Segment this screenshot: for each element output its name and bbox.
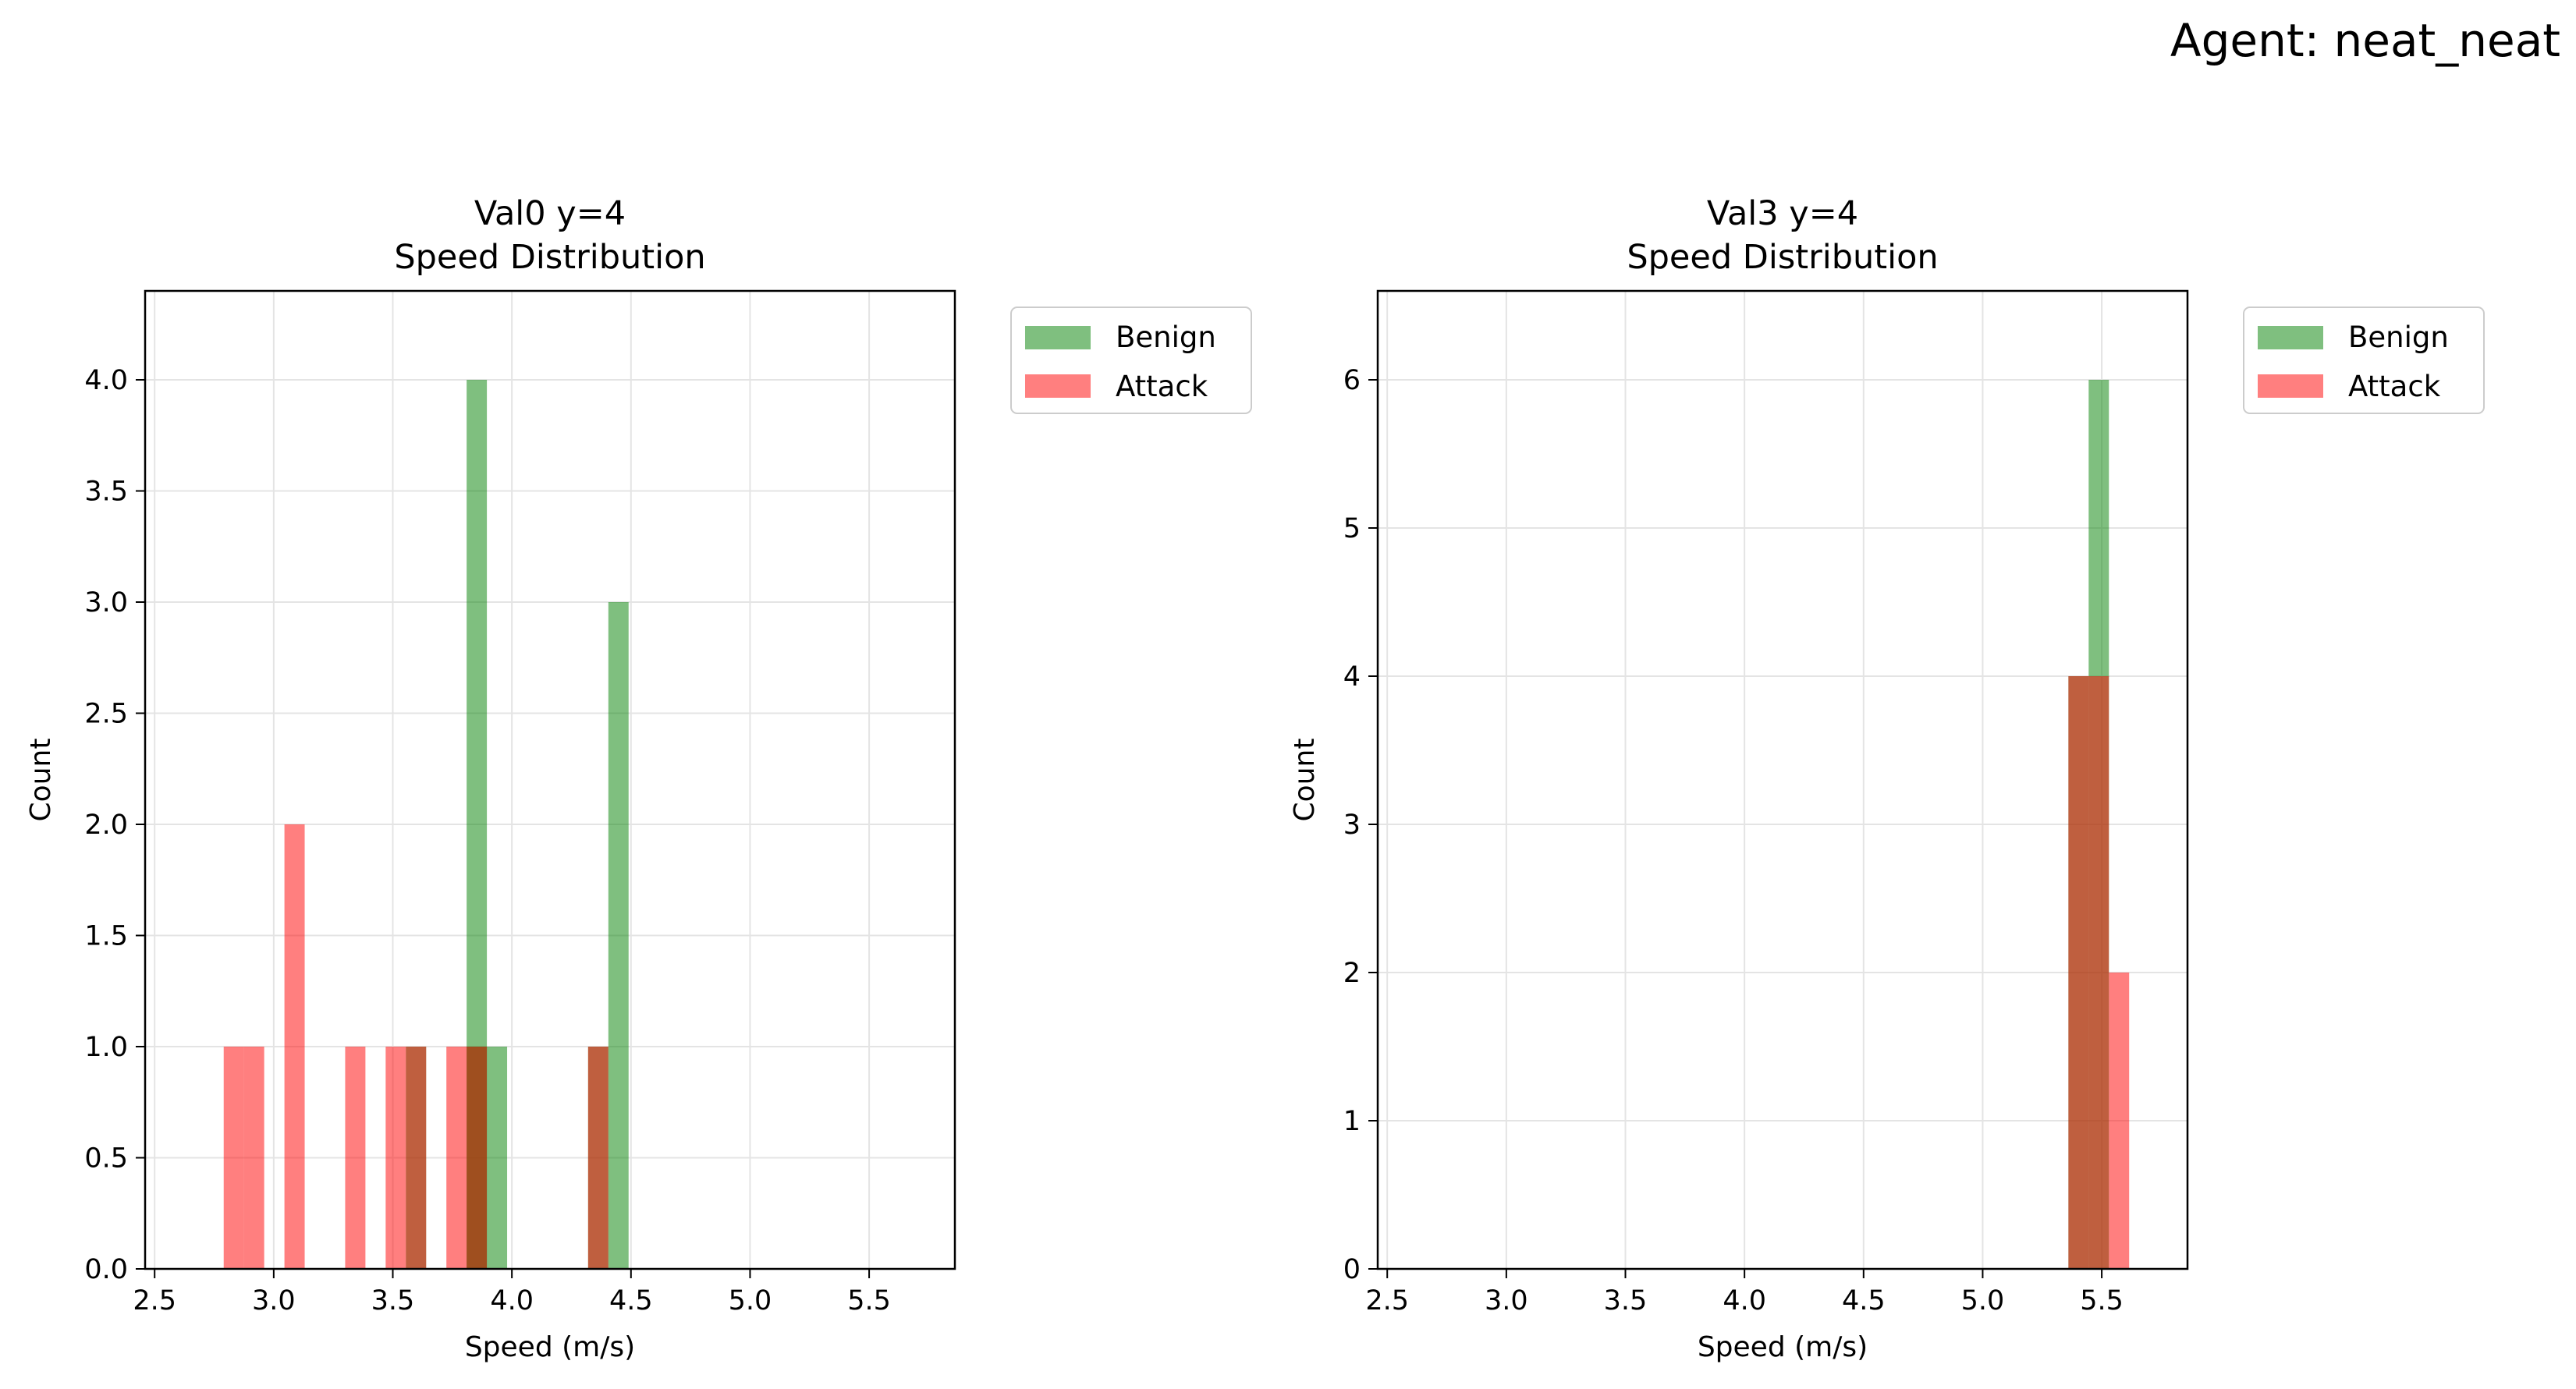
chart-subtitle: Speed Distribution	[394, 238, 705, 277]
bar-attack	[385, 1047, 406, 1269]
chart-title: Val3 y=4	[1707, 194, 1858, 233]
x-tick-label: 4.5	[609, 1285, 653, 1316]
x-tick-label: 4.0	[1723, 1285, 1766, 1316]
y-tick-label: 1	[1343, 1106, 1361, 1137]
x-axis-label: Speed (m/s)	[1698, 1331, 1868, 1363]
x-tick-label: 5.5	[847, 1285, 891, 1316]
bar-attack	[446, 1047, 467, 1269]
x-tick-label: 5.0	[729, 1285, 772, 1316]
y-tick-label: 0	[1343, 1254, 1361, 1285]
bar-attack	[284, 824, 305, 1269]
plot-frame	[1376, 289, 2189, 1270]
y-tick-label: 4	[1343, 661, 1361, 693]
chart-subtitle: Speed Distribution	[1627, 238, 1938, 277]
legend-swatch-benign	[1025, 326, 1091, 349]
y-tick-label: 0.5	[84, 1143, 128, 1175]
y-tick-label: 1.0	[84, 1032, 128, 1063]
legend-label-attack: Attack	[1116, 370, 1208, 403]
y-tick-label: 3.5	[84, 477, 128, 508]
chart-val3: 2.5 3.0 3.5 4.0 4.5 5.0 5.5 0 1 2 3 4 5 6 Speed (m/s) C…	[1289, 194, 2485, 1363]
bar-attack	[345, 1047, 366, 1269]
y-tick-label: 0.0	[84, 1254, 128, 1285]
figure-title: Agent: neat_neat	[2170, 14, 2560, 67]
bar-attack	[2088, 676, 2109, 1269]
chart-title: Val0 y=4	[474, 194, 626, 233]
legend-swatch-attack	[2258, 374, 2323, 398]
y-axis-label: Count	[1289, 739, 1321, 822]
legend-label-benign: Benign	[2348, 321, 2449, 354]
y-tick-label: 3.0	[84, 587, 128, 618]
legend-swatch-attack	[1025, 374, 1091, 398]
plot-frame	[144, 289, 956, 1270]
x-tick-label: 3.5	[1604, 1285, 1648, 1316]
bar-benign	[487, 1047, 508, 1269]
legend-label-attack: Attack	[2348, 370, 2441, 403]
bar-attack	[243, 1047, 264, 1269]
legend-label-benign: Benign	[1116, 321, 1216, 354]
x-tick-label: 2.5	[1365, 1285, 1409, 1316]
y-tick-label: 5	[1343, 513, 1361, 544]
x-tick-label: 5.5	[2080, 1285, 2124, 1316]
y-tick-label: 2	[1343, 958, 1361, 989]
y-tick-label: 2.0	[84, 810, 128, 841]
chart-val0: 2.5 3.0 3.5 4.0 4.5 5.0 5.5 0.0 0.5 1.0 1.5 2.0 2.5 3…	[25, 194, 1252, 1363]
y-axis-label: Count	[25, 739, 57, 822]
x-tick-label: 3.5	[371, 1285, 415, 1316]
x-axis-label: Speed (m/s)	[465, 1331, 635, 1363]
legend-swatch-benign	[2258, 326, 2323, 349]
x-tick-label: 4.0	[490, 1285, 534, 1316]
bar-attack	[467, 1047, 488, 1269]
x-tick-label: 2.5	[133, 1285, 176, 1316]
x-tick-label: 3.0	[252, 1285, 296, 1316]
bar-attack	[587, 1047, 609, 1269]
y-tick-label: 6	[1343, 365, 1361, 396]
y-tick-label: 4.0	[84, 365, 128, 396]
bar-attack	[406, 1047, 427, 1269]
bar-attack	[223, 1047, 244, 1269]
y-tick-label: 1.5	[84, 921, 128, 952]
y-tick-label: 2.5	[84, 699, 128, 730]
x-tick-label: 4.5	[1842, 1285, 1886, 1316]
y-tick-label: 3	[1343, 810, 1361, 841]
bar-attack	[2068, 676, 2089, 1269]
x-tick-label: 5.0	[1961, 1285, 2005, 1316]
bar-benign	[608, 602, 629, 1269]
x-tick-label: 3.0	[1485, 1285, 1528, 1316]
bar-attack	[2109, 973, 2130, 1269]
